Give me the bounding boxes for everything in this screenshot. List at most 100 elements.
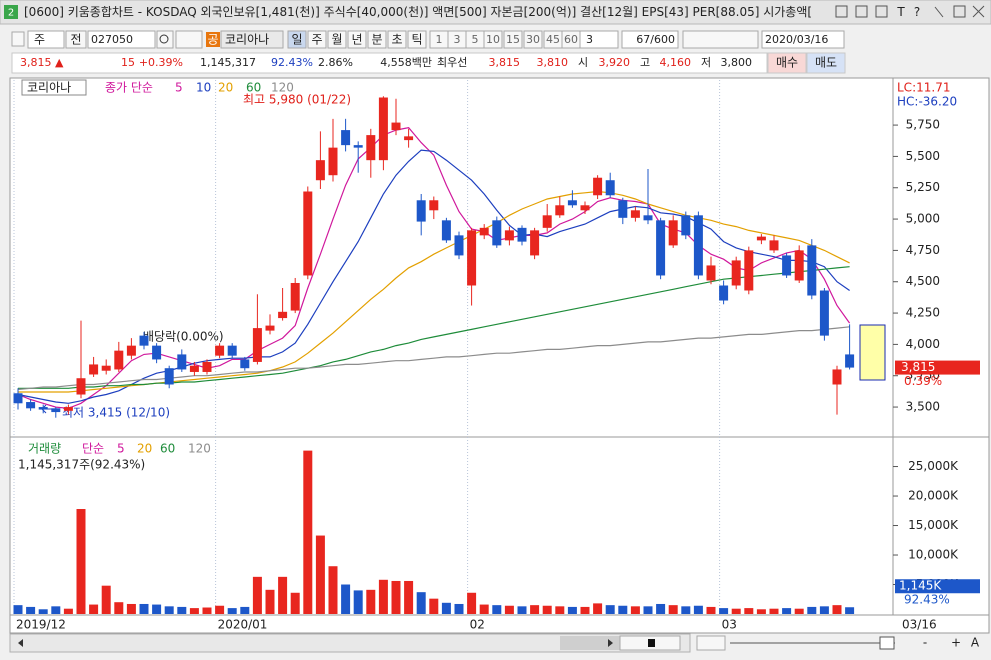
zoom-out[interactable]: - <box>923 636 927 650</box>
interval-button-text[interactable]: 1 <box>436 33 443 46</box>
quote-change-rate: +0.39% <box>139 56 183 69</box>
auto-button[interactable]: A <box>971 636 980 650</box>
volume-bar <box>89 604 99 614</box>
candle-body <box>794 250 804 281</box>
y-tick-label: 4,500 <box>906 274 940 288</box>
period-button-text[interactable]: 초 <box>391 33 402 47</box>
custom-interval[interactable]: 3 <box>586 33 593 46</box>
candle-body <box>416 200 426 222</box>
x-tick-label: 02 <box>470 618 485 632</box>
interval-button-text[interactable]: 15 <box>506 33 520 46</box>
interval-button[interactable] <box>523 30 543 49</box>
date-text[interactable]: 2020/03/16 <box>765 33 828 46</box>
volume-bar <box>555 606 565 614</box>
prev-button[interactable] <box>65 30 87 49</box>
volume-bar <box>278 576 288 614</box>
last-price-box <box>895 360 980 375</box>
y-tick-label: 20,000K <box>908 489 959 503</box>
close-icon[interactable] <box>972 5 985 18</box>
title-icon[interactable] <box>855 5 868 18</box>
date-input[interactable] <box>761 30 845 49</box>
interval-button-text[interactable]: 60 <box>564 33 578 46</box>
volume-bar <box>152 604 162 614</box>
candle-body <box>807 245 817 296</box>
title-button[interactable]: ? <box>914 5 920 19</box>
sell-button[interactable] <box>806 52 846 74</box>
high-price: 4,160 <box>660 56 692 69</box>
interval-button[interactable] <box>561 30 581 49</box>
search-button[interactable] <box>156 30 174 49</box>
period-unit[interactable]: 주 <box>34 33 45 47</box>
y-tick-label: 10,000K <box>908 548 959 562</box>
period-button[interactable] <box>367 30 387 49</box>
zoom-slider[interactable] <box>879 636 895 650</box>
volume-bar <box>126 603 136 614</box>
zoom-handle[interactable] <box>696 635 726 651</box>
minimize-icon[interactable] <box>934 6 944 18</box>
candle-body <box>315 160 325 181</box>
candle-body <box>504 230 514 241</box>
candle-body <box>706 265 716 281</box>
period-button[interactable] <box>287 30 307 49</box>
candle-body <box>290 282 300 311</box>
prev-button-text[interactable]: 전 <box>70 33 81 47</box>
volume-bar <box>832 605 842 614</box>
buy-button[interactable] <box>767 52 807 74</box>
volume-bar <box>265 589 275 614</box>
period-button-text[interactable]: 년 <box>351 33 362 47</box>
ma-line <box>17 149 850 404</box>
scroll-right[interactable] <box>608 639 613 647</box>
period-button-text[interactable]: 일 <box>291 33 302 47</box>
period-button-text[interactable]: 주 <box>311 33 322 47</box>
sound-button[interactable] <box>175 30 203 49</box>
interval-button-text[interactable]: 10 <box>486 33 500 46</box>
zoom-in[interactable]: + <box>951 636 961 650</box>
y-tick-label: 3,500 <box>906 400 940 414</box>
title-button[interactable]: T <box>896 5 905 19</box>
scrollbar[interactable] <box>9 633 691 653</box>
period-button[interactable] <box>307 30 327 49</box>
volume-bar <box>567 606 577 614</box>
maximize-icon[interactable] <box>953 5 966 18</box>
toolbar-icon[interactable] <box>11 31 25 47</box>
low-annotation: 최저 3,415 (12/10) <box>62 406 170 420</box>
candle-body <box>555 205 565 216</box>
cursor-date: 03/16 <box>902 618 937 632</box>
period-button[interactable] <box>347 30 367 49</box>
period-button[interactable] <box>407 30 427 49</box>
candle-body <box>618 200 628 218</box>
period-select[interactable] <box>27 30 65 49</box>
scroll-left[interactable] <box>18 639 23 647</box>
volume-bar <box>164 606 174 614</box>
quote-volume: 1,145,317 <box>200 56 256 69</box>
period-button-text[interactable]: 틱 <box>411 33 422 47</box>
title-icon[interactable] <box>875 5 888 18</box>
interval-button-text[interactable]: 3 <box>454 33 461 46</box>
stop-icon <box>648 639 655 647</box>
interval-button-text[interactable]: 5 <box>472 33 479 46</box>
period-button-text[interactable]: 월 <box>331 33 342 47</box>
candle-body <box>668 220 678 246</box>
candle-body <box>303 191 313 276</box>
period-button[interactable] <box>327 30 347 49</box>
interval-button-text[interactable]: 45 <box>546 33 560 46</box>
volume-bar <box>227 608 237 614</box>
code-text[interactable]: 027050 <box>91 33 133 46</box>
ma-line <box>17 326 850 391</box>
tool-buttons[interactable] <box>682 30 759 49</box>
interval-button[interactable] <box>503 30 523 49</box>
volume-bar <box>681 606 691 614</box>
y-tick-label: 5,750 <box>906 118 940 132</box>
period-button[interactable] <box>387 30 407 49</box>
candle-body <box>567 200 577 206</box>
sell-button-text[interactable]: 매도 <box>815 56 837 70</box>
count-text: 67/600 <box>636 33 675 46</box>
buy-button-text[interactable]: 매수 <box>776 56 798 70</box>
title-icon[interactable] <box>835 5 848 18</box>
interval-button[interactable] <box>483 30 503 49</box>
interval-button-text[interactable]: 30 <box>526 33 540 46</box>
legend-ma: 60 <box>246 81 261 95</box>
period-button-text[interactable]: 분 <box>371 33 382 47</box>
code-input[interactable] <box>87 30 156 49</box>
legend-ma: 120 <box>271 81 294 95</box>
